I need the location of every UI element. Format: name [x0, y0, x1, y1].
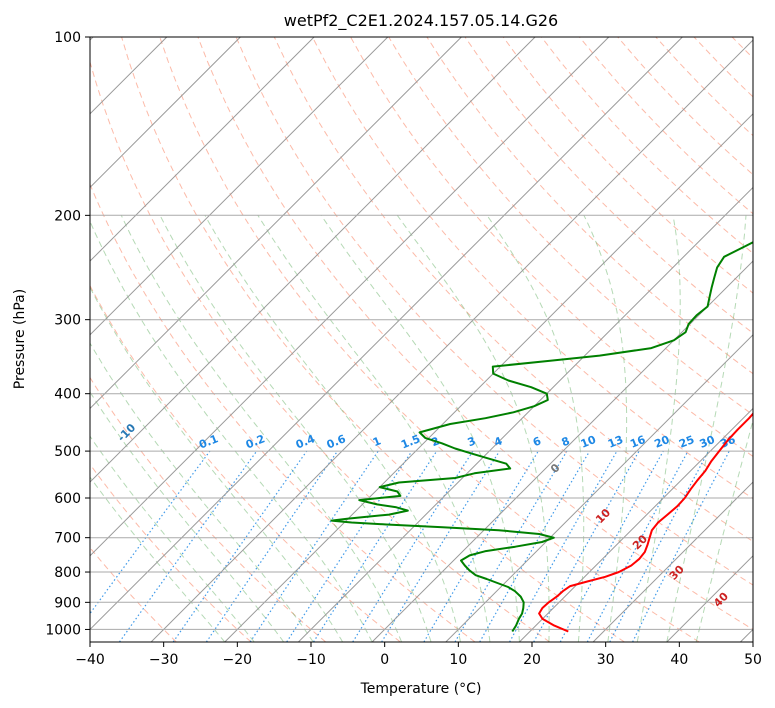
x-tick-label: −40: [75, 652, 105, 668]
y-axis-title: Pressure (hPa): [12, 289, 28, 389]
x-axis-title: Temperature (°C): [360, 681, 482, 697]
x-tick-label: 40: [670, 652, 688, 668]
mixing-ratio-label: 20: [652, 433, 671, 451]
mixing-ratio-label: 10: [579, 433, 598, 451]
isotherm-line: [90, 37, 683, 631]
moist-adiabat-line: [396, 215, 550, 642]
mixing-ratio-line: [172, 450, 308, 642]
mixing-ratio-line: [352, 450, 474, 642]
plot-frame: [89, 36, 754, 643]
y-tick-label: 300: [54, 313, 81, 329]
mixing-ratio-line: [533, 450, 640, 642]
moist-adiabat-line: [320, 215, 520, 642]
dry-adiabat-line: [90, 60, 551, 642]
dry-adiabat-line: [311, 37, 753, 500]
mixing-ratio-line: [509, 450, 618, 642]
isotherm-line: [224, 113, 753, 642]
dry-adiabat-line: [273, 37, 753, 543]
moist-adiabat-line: [90, 476, 226, 642]
isotherm-line: [592, 481, 753, 642]
x-tick-label: 10: [449, 652, 467, 668]
temperature-profile-line: [538, 412, 753, 633]
moist-adiabat-line: [636, 215, 681, 642]
x-tick-label: −10: [296, 652, 326, 668]
moist-adiabat-line: [159, 215, 432, 642]
y-tick-label: 100: [54, 30, 81, 46]
mixing-ratio-line: [559, 450, 664, 642]
mixing-ratio-line: [90, 450, 211, 615]
mixing-ratio-line: [286, 450, 413, 642]
isotherm-line: [90, 37, 536, 483]
mixing-ratio-line: [381, 450, 501, 642]
dry-adiabat-line: [90, 463, 252, 642]
mixing-ratio-line: [205, 450, 338, 642]
mixing-ratio-line: [249, 450, 379, 642]
isotherm-line: [90, 37, 389, 336]
y-tick-label: 800: [54, 565, 81, 581]
dewpoint-profile-line: [330, 241, 753, 633]
mixing-ratio-line: [312, 450, 438, 642]
mixing-ratio-label: 30: [698, 433, 717, 451]
axis-ticks: −40 −30 −20 −10 0 10 20 30 40 50 100 200 300 400 500 60…: [45, 30, 762, 668]
mixing-ratio-line: [632, 450, 730, 642]
mixing-ratio-line: [119, 450, 258, 642]
isotherm-line: [90, 37, 315, 262]
y-tick-label: 400: [54, 387, 81, 403]
dry-adiabat-line: [197, 37, 753, 630]
moist-adiabat-line: [666, 215, 747, 642]
isotherm-line: [90, 37, 241, 189]
dry-adiabat-line: [159, 37, 700, 642]
mixing-ratio-label: 13: [606, 433, 625, 451]
y-tick-label: 700: [54, 531, 81, 547]
y-tick-label: 500: [54, 444, 81, 460]
moist-adiabat-line: [90, 286, 344, 642]
chart-title: wetPf2_C2E1.2024.157.05.14.G26: [284, 11, 558, 31]
y-tick-label: 200: [54, 208, 81, 224]
x-tick-label: 20: [523, 652, 541, 668]
x-tick-label: 50: [744, 652, 762, 668]
mixing-ratio-label: 25: [677, 433, 696, 451]
moist-adiabat-line: [204, 215, 461, 642]
dry-adiabat-line: [121, 37, 625, 642]
y-tick-label: 900: [54, 595, 81, 611]
moist-adiabat-line: [90, 435, 255, 642]
x-tick-label: 0: [380, 652, 389, 668]
isotherm-line: [90, 37, 462, 410]
moist-adiabat-line: [90, 342, 314, 642]
x-tick-label: −20: [223, 652, 253, 668]
plot-area: 0.10.20.40.611.52346810131620253036-100-…: [90, 37, 753, 642]
dry-adiabat-line: [502, 37, 753, 294]
dry-adiabat-line: [90, 376, 327, 642]
isotherm-line: [90, 37, 610, 557]
moist-adiabat-line: [90, 391, 285, 642]
y-tick-label: 1000: [45, 622, 81, 638]
isotherm-line: [150, 39, 753, 642]
y-tick-label: 600: [54, 491, 81, 507]
mixing-ratio-label: 8: [560, 434, 572, 449]
mixing-ratio-label: 16: [628, 433, 647, 451]
mixing-ratio-label: 3: [466, 434, 478, 449]
isotherm-line: [519, 407, 753, 642]
x-tick-label: −30: [149, 652, 179, 668]
dry-adiabat-line: [235, 37, 753, 586]
moist-adiabat-line: [90, 220, 373, 642]
moist-adiabat-line: [257, 215, 491, 642]
isotherm-line: [298, 186, 753, 642]
mixing-ratio-label: 1: [371, 434, 383, 449]
x-tick-label: 30: [597, 652, 615, 668]
moist-adiabat-line: [120, 215, 403, 642]
